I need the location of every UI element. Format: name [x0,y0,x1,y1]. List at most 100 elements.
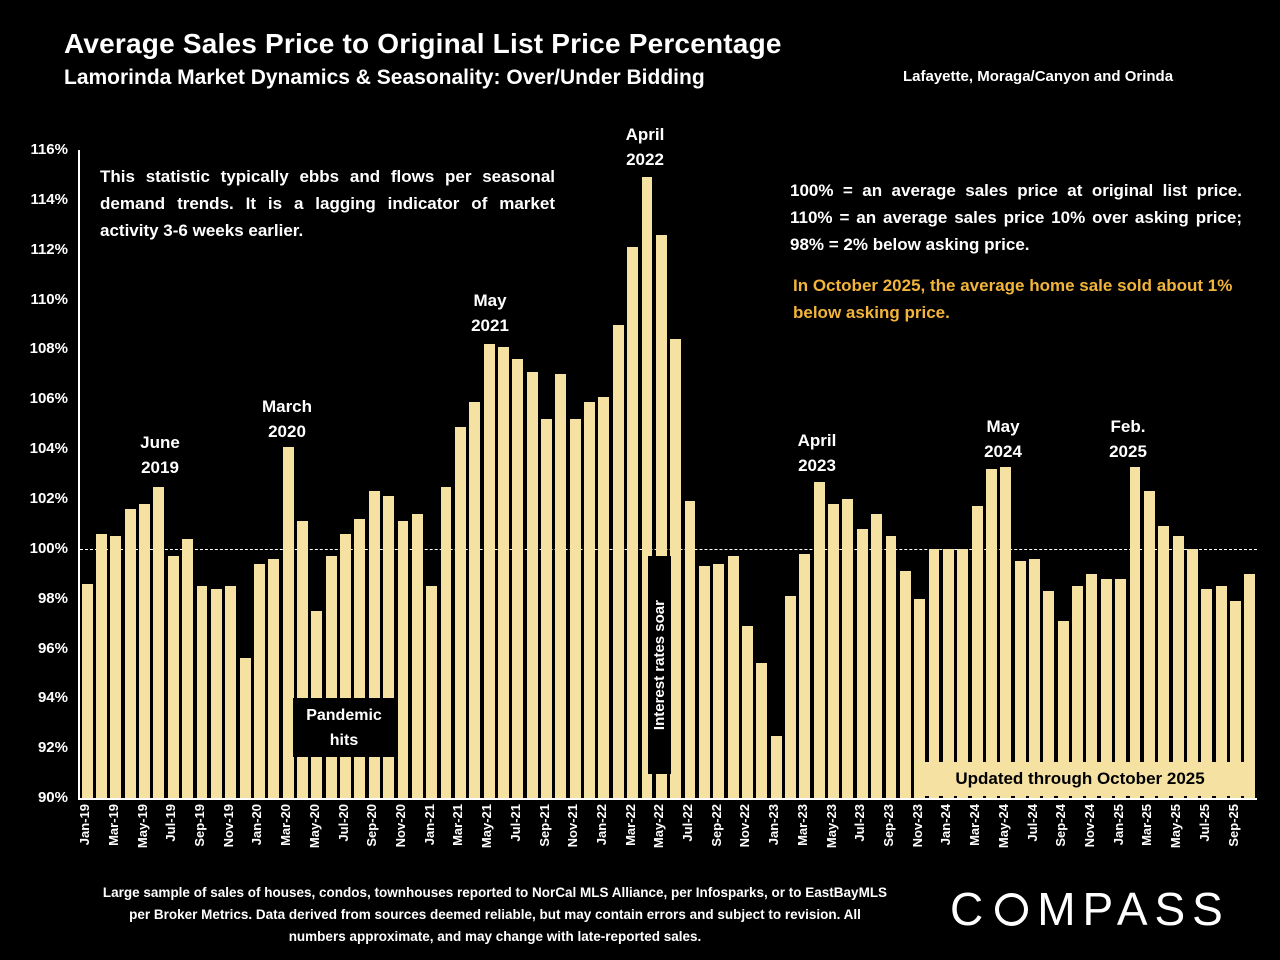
compass-logo-text: C [950,883,991,935]
bar-Oct-22 [727,556,739,798]
x-axis-label: Jan-23 [766,804,782,846]
compass-logo: C MPASS [950,882,1230,936]
x-axis-label: Jul-20 [335,804,351,842]
bar-Feb-21 [440,486,452,798]
bar-Mar-25 [1143,491,1155,798]
plot-area [78,150,1257,800]
bar-Nov-23 [914,598,926,798]
bar-Mar-20 [282,446,294,798]
x-axis-label: Nov-20 [393,804,408,848]
chart-subtitle: Lamorinda Market Dynamics & Seasonality:… [64,66,705,89]
bar-Mar-22 [627,247,639,798]
bar-Aug-19 [182,538,194,798]
bar-Oct-23 [899,571,911,798]
bar-Apr-24 [986,469,997,798]
bar-Nov-21 [569,419,581,798]
bar-Jan-20 [253,563,265,798]
y-axis-label: 114% [30,190,68,208]
annotation-pandemic-hits: Pandemic hits [293,698,395,757]
y-axis-label: 102% [29,489,68,507]
bar-May-23 [828,503,840,798]
bar-Sep-20 [368,491,380,798]
x-axis-label: May-20 [306,804,322,849]
x-axis-label: Sep-22 [708,804,724,847]
bar-May-21 [483,344,495,798]
y-axis-label: 116% [30,141,68,158]
bar-Aug-21 [526,371,538,798]
bar-Jun-23 [842,498,854,798]
x-axis-label: Jan-20 [249,804,265,846]
bar-Oct-25 [1244,573,1256,798]
bar-Jan-21 [426,586,438,798]
y-axis-label: 106% [29,390,68,408]
annotation-interest-rates-soar: Interest rates soar [648,556,671,774]
bar-Jan-24 [942,548,954,798]
bar-Sep-24 [1057,621,1069,798]
bar-Oct-21 [555,374,567,798]
x-axis-label: Nov-23 [909,804,925,848]
x-axis-label: Mar-22 [622,804,638,846]
annotation-april-2022: April 2022 [625,125,665,169]
x-axis-label: May-22 [651,804,667,849]
bar-Nov-19 [225,586,237,798]
bar-Dec-20 [411,513,423,798]
bar-Jul-24 [1029,558,1040,798]
annotation-may-2024: May 2024 [984,417,1022,461]
y-axis-label: 96% [37,639,68,657]
annotation-april-2023: April 2023 [797,431,837,475]
bar-Apr-21 [469,401,481,798]
bar-Nov-22 [741,626,753,798]
bar-Aug-24 [1043,591,1055,798]
bar-Jul-19 [167,556,179,798]
x-axis-label: Sep-20 [364,804,380,847]
x-axis-label: May-21 [479,804,495,849]
region-label: Lafayette, Moraga/Canyon and Orinda [903,68,1174,85]
x-axis-label: May-24 [995,804,1011,849]
bar-Feb-25 [1129,466,1141,798]
annotation-june-2019: June 2019 [140,433,180,477]
x-axis-label: Mar-20 [278,804,294,846]
annotation-feb-2025: Feb. 2025 [1109,417,1147,461]
x-axis-label: May-19 [134,804,150,849]
updated-through-banner: Updated through October 2025 [914,762,1246,796]
bar-Jun-21 [497,346,509,798]
bar-Jul-21 [512,359,524,798]
bar-Feb-24 [957,548,969,798]
y-axis-label: 90% [37,789,68,806]
x-axis-label: Jul-23 [852,804,868,842]
x-axis-label: Mar-23 [794,804,810,846]
bar-Oct-20 [383,496,395,798]
bar-Sep-25 [1230,601,1241,798]
x-axis-label: Mar-25 [1139,804,1155,846]
bar-Mar-21 [454,426,466,798]
x-axis-label: Jul-24 [1024,804,1040,842]
bar-Sep-21 [541,419,552,798]
bar-Jan-23 [770,735,782,798]
x-axis-label: Jul-25 [1196,804,1212,842]
x-axis-label: May-23 [823,804,839,849]
bar-Jun-20 [325,556,337,798]
compass-logo-text: MPASS [1037,883,1230,935]
x-axis-label: Mar-19 [105,804,121,846]
x-axis-label: Nov-21 [565,804,581,848]
bar-Oct-19 [210,588,222,798]
x-axis-label: Mar-21 [450,804,466,846]
y-axis-label: 108% [29,340,68,358]
bar-Jul-22 [684,501,696,798]
y-axis-label: 110% [30,290,68,308]
data-source-disclaimer: Large sample of sales of houses, condos,… [102,885,888,944]
chart-title: Average Sales Price to Original List Pri… [64,28,782,59]
annotation-may-2021: May 2021 [471,291,509,335]
bar-Nov-24 [1086,573,1098,798]
x-axis-label: Sep-21 [536,804,552,847]
annotation-march-2020: March 2020 [261,397,313,441]
bar-Aug-23 [871,513,883,798]
note-percentage-explainer: 100% = an average sales price at origina… [790,181,1242,254]
bar-Apr-22 [641,177,653,798]
bar-Nov-20 [397,521,409,798]
x-axis-label: Sep-25 [1225,804,1241,847]
bar-Jun-24 [1014,561,1026,798]
bar-Feb-23 [785,596,796,798]
x-axis-label: Sep-19 [192,804,207,847]
x-axis-label: Jan-25 [1110,804,1126,846]
